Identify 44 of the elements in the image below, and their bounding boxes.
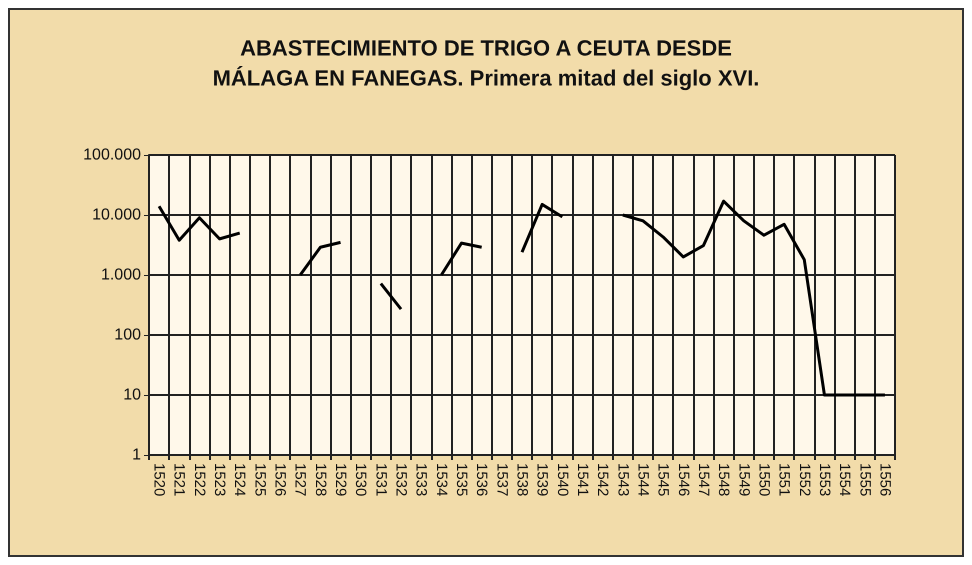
- x-tick-label: 1554: [836, 463, 854, 496]
- x-tick-label: 1556: [876, 463, 894, 496]
- x-tick-label: 1527: [292, 463, 309, 496]
- x-tick-label: 1525: [251, 463, 268, 496]
- y-tick-label: 10: [123, 386, 142, 404]
- x-tick-label: 1526: [272, 463, 289, 496]
- x-tick-label: 1540: [554, 463, 571, 496]
- x-tick-label: 1521: [170, 463, 188, 496]
- x-tick-label: 1533: [412, 463, 430, 496]
- x-tick-label: 1532: [392, 463, 410, 496]
- y-tick-label: 1.000: [100, 266, 142, 284]
- x-tick-label: 1551: [776, 463, 793, 496]
- x-tick-label: 1536: [473, 463, 490, 496]
- x-tick-label: 1541: [574, 463, 591, 496]
- x-tick-label: 1537: [493, 463, 510, 496]
- x-tick-label: 1539: [534, 463, 551, 496]
- x-tick-label: 1535: [453, 463, 470, 496]
- x-tick-label: 1544: [634, 463, 652, 496]
- y-tick-label: 10.000: [92, 206, 142, 224]
- x-tick-label: 1555: [856, 463, 874, 496]
- y-tick-label: 100: [114, 326, 142, 344]
- y-tick-label: 100.000: [83, 146, 142, 164]
- x-tick-label: 1523: [211, 463, 228, 496]
- y-tick-label: 1: [132, 446, 142, 464]
- x-tick-label: 1550: [755, 463, 772, 496]
- x-tick-label: 1522: [190, 463, 208, 496]
- x-tick-label: 1548: [715, 463, 732, 496]
- x-tick-label: 1529: [332, 463, 350, 496]
- x-tick-label: 1531: [372, 463, 390, 496]
- x-tick-label: 1553: [816, 463, 833, 496]
- x-tick-label: 1520: [150, 463, 168, 496]
- x-tick-label: 1524: [231, 463, 248, 496]
- x-tick-label: 1543: [614, 463, 632, 496]
- x-tick-label: 1546: [674, 463, 692, 496]
- x-tick-label: 1552: [796, 463, 813, 496]
- x-tick-label: 1530: [352, 463, 370, 496]
- chart-title: ABASTECIMIENTO DE TRIGO A CEUTA DESDE MÁLAGA EN FANEGAS. Primera mitad del siglo XVI.: [212, 36, 760, 90]
- x-tick-label: 1528: [312, 463, 329, 496]
- x-tick-label: 1547: [694, 463, 712, 496]
- x-tick-label: 1538: [514, 463, 530, 496]
- x-tick-label: 1534: [432, 463, 450, 496]
- x-tick-label: 1542: [594, 463, 612, 496]
- x-tick-label: 1545: [654, 463, 672, 496]
- x-tick-label: 1549: [735, 463, 752, 496]
